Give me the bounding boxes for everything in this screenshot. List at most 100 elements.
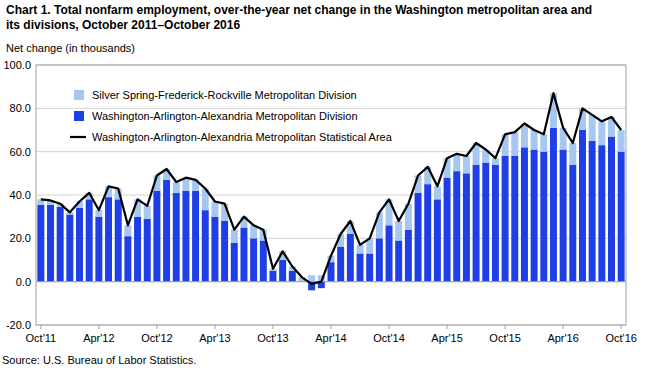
bar [598,145,605,282]
legend-swatch [74,90,84,100]
legend-label: Washington-Arlington-Alexandria Metropol… [92,110,358,122]
bar [66,215,73,282]
x-tick [447,325,448,329]
bar [560,150,567,282]
bar [86,199,93,281]
bar [618,130,625,152]
x-tick-label: Apr'15 [431,332,462,344]
bar [463,173,470,281]
x-tick-label: Oct'12 [141,332,172,344]
x-tick [563,325,564,329]
bar [144,206,151,219]
x-tick [272,325,273,329]
grid-line [36,281,626,282]
bar [105,197,112,282]
bar [357,245,364,254]
y-tick-label: 80.0 [10,102,31,114]
bar [357,254,364,282]
bar [221,221,228,282]
bar [173,182,180,193]
x-tick [156,325,157,329]
bar [540,152,547,282]
y-tick-label: 20.0 [10,232,31,244]
bar [473,165,480,282]
bar [618,152,625,282]
x-tick-label: Oct'11 [26,332,57,344]
y-tick-label: 40.0 [10,189,31,201]
bar [366,254,373,282]
line [41,93,621,284]
bar [444,178,451,282]
bar [579,130,586,282]
bar [308,275,315,282]
bar [569,165,576,282]
bar [569,143,576,165]
bar [57,207,64,282]
bar [144,219,151,282]
bar [289,271,296,282]
bar [182,191,189,282]
x-tick-label: Apr'16 [547,332,578,344]
bar [76,208,83,282]
bar [550,128,557,282]
y-tick-label: 100.0 [3,59,31,71]
zero-line [36,281,626,282]
x-tick [621,325,622,329]
bar [231,243,238,282]
bar [424,184,431,282]
bar [211,202,218,217]
bar [608,137,615,282]
x-tick [98,325,99,329]
bar [531,130,538,150]
bar [95,217,102,282]
bar [153,191,160,282]
source: Source: U.S. Bureau of Labor Statistics. [2,354,196,366]
x-tick-label: Oct'13 [257,332,288,344]
y-axis-label: Net change (in thousands) [6,42,135,54]
bar [37,205,44,282]
x-tick-label: Oct'14 [373,332,404,344]
x-tick-label: Apr'12 [83,332,114,344]
bar [453,171,460,282]
plot-frame [36,65,626,325]
bar [211,217,218,282]
x-tick-label: Apr'13 [199,332,230,344]
bar [395,241,402,282]
bar [540,134,547,151]
bar [124,225,131,236]
bar [192,191,199,282]
bar [531,150,538,282]
bar [250,238,257,281]
bar [347,234,354,282]
y-tick-label: -20.0 [6,319,31,331]
bar [47,205,54,282]
bar [502,156,509,282]
x-tick [389,325,390,329]
bar [405,230,412,282]
bar [434,186,441,199]
legend-label: Washington-Arlington-Alexandria Metropol… [92,131,393,143]
x-tick [331,325,332,329]
bar [260,241,267,282]
y-tick-label: 60.0 [10,146,31,158]
bar [202,210,209,282]
bar [463,156,470,173]
grid-line [36,108,626,109]
bar [173,193,180,282]
legend-label: Silver Spring-Frederick-Rockville Metrop… [92,89,357,101]
bar [511,156,518,282]
bar [124,236,131,282]
x-tick-label: Oct'16 [605,332,636,344]
bar [492,165,499,282]
bar [511,132,518,156]
bar [521,147,528,281]
bar [337,247,344,282]
bar [279,260,286,282]
bar [453,154,460,171]
bar [115,199,122,281]
bar [386,225,393,281]
title: Chart 1. Total nonfarm employment, over-… [6,3,606,33]
bar [395,221,402,241]
x-tick [214,325,215,329]
bar [376,238,383,281]
